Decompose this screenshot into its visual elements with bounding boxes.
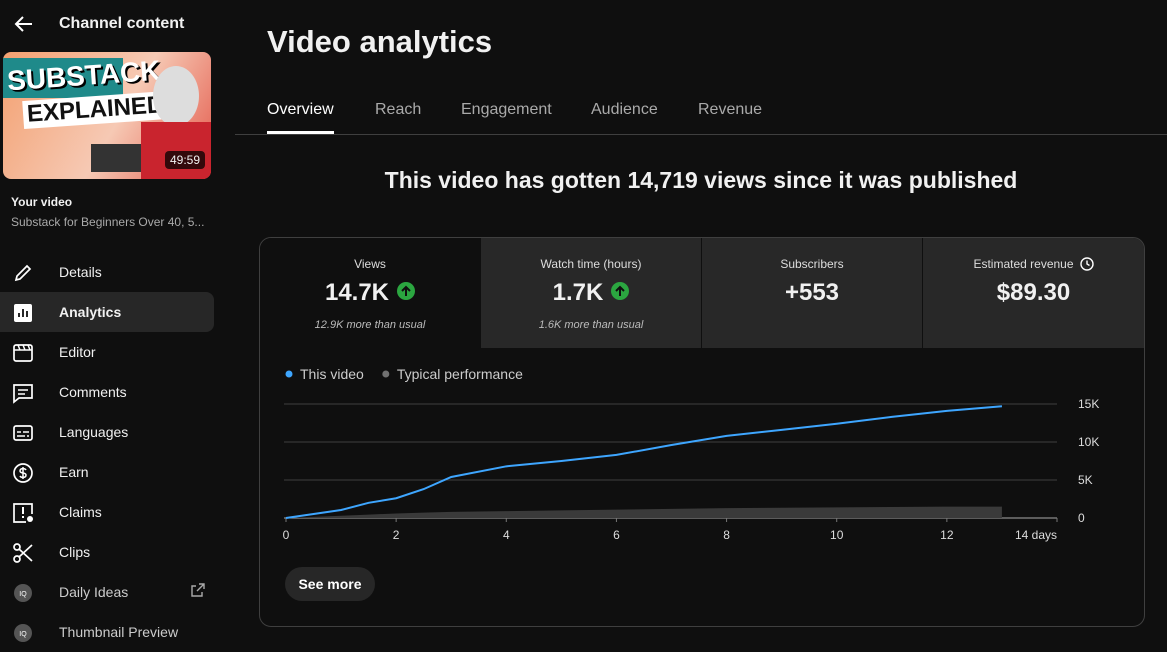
metric-tile[interactable]: Views 14.7K 12.9K more than usual — [260, 238, 480, 348]
nav-item[interactable]: IQ Daily Ideas — [0, 572, 214, 612]
tab-bar: Overview Reach Engagement Audience Revenue — [0, 0, 1167, 135]
metric-label-row: Subscribers — [702, 257, 922, 271]
metric-tile[interactable]: Watch time (hours) 1.7K 1.6K more than usu… — [481, 238, 701, 348]
tab[interactable]: Overview — [267, 101, 334, 118]
legend-label[interactable]: Typical performance — [397, 366, 523, 382]
x-tick-label: 0 — [283, 528, 290, 542]
metric-value: +553 — [784, 279, 840, 306]
x-tick-label: 4 — [503, 528, 510, 542]
legend-dot — [382, 370, 390, 378]
tab[interactable]: Revenue — [698, 101, 763, 118]
x-tick-label: 10 — [830, 528, 844, 542]
metric-value-row: $89.30 — [923, 279, 1144, 307]
nav-label: Daily Ideas — [59, 584, 129, 600]
nav-label: Editor — [59, 344, 96, 360]
page-title: Video analytics — [267, 24, 493, 59]
metric-label-row: Watch time (hours) — [481, 257, 701, 271]
nav-item[interactable]: Details — [0, 252, 214, 292]
nav-item[interactable]: Languages — [0, 412, 214, 452]
analytics-card: Views 14.7K 12.9K more than usual Watch tim… — [259, 237, 1145, 627]
nav-label: Earn — [59, 464, 89, 480]
svg-text:IQ: IQ — [19, 631, 27, 638]
y-tick-label: 5K — [1078, 473, 1093, 487]
metric-value-row: 14.7K — [260, 279, 480, 307]
sidebar: Channel content SUBSTACK EXPLAINED 49:59… — [0, 0, 235, 649]
nav-item[interactable]: Comments — [0, 372, 214, 412]
trend-up-icon — [611, 282, 630, 300]
nav-label: Languages — [59, 424, 129, 440]
svg-text:IQ: IQ — [19, 591, 27, 598]
y-tick-label: 10K — [1078, 435, 1099, 449]
nav-item[interactable]: Editor — [0, 332, 214, 372]
metric-value: $89.30 — [996, 279, 1071, 306]
metric-value-row: +553 — [702, 279, 922, 307]
metric-tile[interactable]: Subscribers +553 — [702, 238, 922, 348]
nav-label: Claims — [59, 504, 102, 520]
y-tick-label: 15K — [1078, 397, 1099, 411]
nav-item[interactable]: Claims — [0, 492, 214, 532]
metric-note: 1.6K more than usual — [538, 319, 644, 331]
video-duration: 49:59 — [164, 151, 205, 169]
nav-item[interactable]: Analytics — [0, 292, 214, 332]
trend-up-icon — [397, 282, 416, 300]
thumbnail[interactable]: SUBSTACK EXPLAINED 49:59 — [3, 52, 211, 179]
nav-label: Details — [59, 264, 102, 280]
x-tick-label: 2 — [393, 528, 400, 542]
metric-label-row: Estimated revenue — [923, 257, 1144, 271]
tab[interactable]: Audience — [591, 101, 658, 118]
series-area — [286, 506, 1002, 518]
tab[interactable]: Engagement — [461, 101, 552, 118]
metric-tiles: Views 14.7K 12.9K more than usual Watch tim… — [260, 238, 1144, 348]
tab[interactable]: Reach — [375, 101, 422, 118]
chart: 0 5K 10K 15K 0 2 4 6 8 10 12 14 days This video Typic… — [283, 366, 1099, 601]
nav-item[interactable]: Earn — [0, 452, 214, 492]
metric-label: Watch time (hours) — [540, 257, 642, 271]
legend-dot — [285, 370, 293, 378]
button-label: See more — [298, 576, 361, 592]
metric-label: Subscribers — [780, 257, 844, 271]
legend-label[interactable]: This video — [300, 366, 364, 382]
nav-item[interactable]: Clips — [0, 532, 214, 572]
y-tick-label: 0 — [1078, 511, 1085, 525]
x-tick-label: 8 — [723, 528, 730, 542]
x-tick-label: 12 — [940, 528, 954, 542]
video-title: Substack for Beginners Over 40, 5... — [11, 215, 205, 229]
your-video-label: Your video — [11, 195, 73, 209]
metric-value-row: 1.7K — [481, 279, 701, 307]
x-tick-label: 6 — [613, 528, 620, 542]
metric-label: Views — [354, 257, 386, 271]
button-background — [285, 567, 375, 601]
back-arrow[interactable] — [12, 13, 34, 35]
clock-icon — [1079, 257, 1094, 271]
series-line — [285, 405, 1003, 519]
x-tick-label: 14 days — [1015, 528, 1057, 542]
metric-value: 1.7K — [552, 279, 604, 306]
nav-label: Analytics — [59, 304, 122, 320]
metric-note: 12.9K more than usual — [314, 319, 426, 331]
nav-label: Thumbnail Preview — [59, 624, 179, 640]
nav-label: Clips — [59, 544, 91, 560]
tab-underline — [267, 131, 334, 134]
metric-label-row: Views — [260, 257, 480, 271]
see-more-button[interactable]: See more — [285, 567, 375, 601]
metric-value: 14.7K — [324, 279, 390, 306]
nav-label: Comments — [59, 384, 127, 400]
headline: This video has gotten 14,719 views since… — [384, 167, 1018, 193]
metric-label: Estimated revenue — [973, 257, 1074, 271]
back-title: Channel content — [59, 15, 185, 32]
metric-tile[interactable]: Estimated revenue $89.30 — [923, 238, 1144, 348]
nav-item[interactable]: IQ Thumbnail Preview — [0, 612, 214, 652]
